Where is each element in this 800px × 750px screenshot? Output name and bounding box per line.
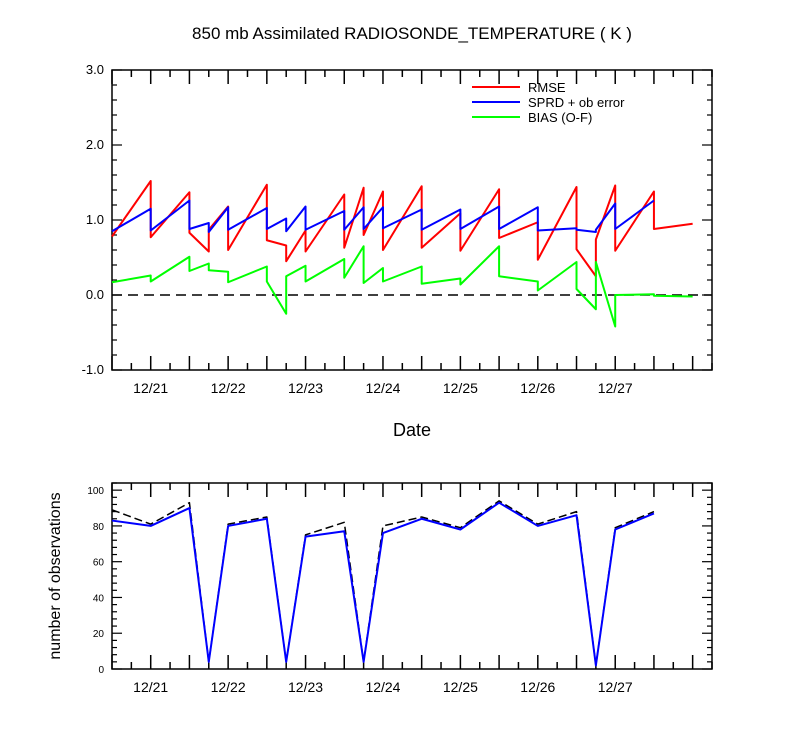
x-tick-label: 12/23 bbox=[288, 679, 323, 695]
legend-label: BIAS (O-F) bbox=[528, 110, 592, 125]
y-tick-label: 2.0 bbox=[86, 137, 104, 152]
plot-frame bbox=[111, 69, 713, 371]
series-line-bias-o-f bbox=[111, 245, 693, 328]
series-line-sprd-ob-error bbox=[111, 199, 655, 233]
legend-label: SPRD + ob error bbox=[528, 95, 625, 110]
x-tick-label: 12/24 bbox=[365, 679, 400, 695]
x-tick-label: 12/26 bbox=[520, 380, 555, 396]
x-tick-label: 12/22 bbox=[211, 380, 246, 396]
y-tick-label: -1.0 bbox=[82, 362, 104, 377]
obs-line-assimilated bbox=[111, 501, 655, 667]
x-tick-label: 12/27 bbox=[598, 679, 633, 695]
y-tick-label: 100 bbox=[87, 486, 104, 497]
plot-frame bbox=[111, 482, 713, 670]
x-tick-label: 12/25 bbox=[443, 380, 478, 396]
y-tick-label: 1.0 bbox=[86, 212, 104, 227]
x-tick-label: 12/23 bbox=[288, 380, 323, 396]
obs-line-total bbox=[111, 500, 655, 667]
y-tick-label: 20 bbox=[93, 629, 105, 640]
x-tick-label: 12/21 bbox=[133, 380, 168, 396]
legend-label: RMSE bbox=[528, 80, 566, 95]
y-tick-label: 3.0 bbox=[86, 62, 104, 77]
x-axis-label: Date bbox=[393, 420, 431, 440]
y-tick-label: 0.0 bbox=[86, 287, 104, 302]
x-tick-label: 12/24 bbox=[365, 380, 400, 396]
y-tick-label: 0 bbox=[98, 665, 104, 676]
y-tick-label: 80 bbox=[93, 522, 105, 533]
bottom-chart: 0 20 40 60 80 100 12/21 12/22 12/23 12/24 12/25 12/… bbox=[47, 482, 713, 695]
chart-title: 850 mb Assimilated RADIOSONDE_TEMPERATUR… bbox=[192, 24, 632, 43]
x-tick-label: 12/21 bbox=[133, 679, 168, 695]
x-tick-label: 12/27 bbox=[598, 380, 633, 396]
y-axis-label: number of observations bbox=[47, 492, 64, 659]
x-tick-label: 12/22 bbox=[211, 679, 246, 695]
x-tick-label: 12/25 bbox=[443, 679, 478, 695]
top-chart: -1.0 0.0 1.0 2.0 3.0 12/21 12/22 12/23 12/24 12/2… bbox=[82, 24, 713, 440]
series-line-rmse bbox=[111, 180, 693, 278]
y-tick-label: 60 bbox=[93, 558, 105, 569]
y-tick-label: 40 bbox=[93, 593, 105, 604]
x-tick-label: 12/26 bbox=[520, 679, 555, 695]
